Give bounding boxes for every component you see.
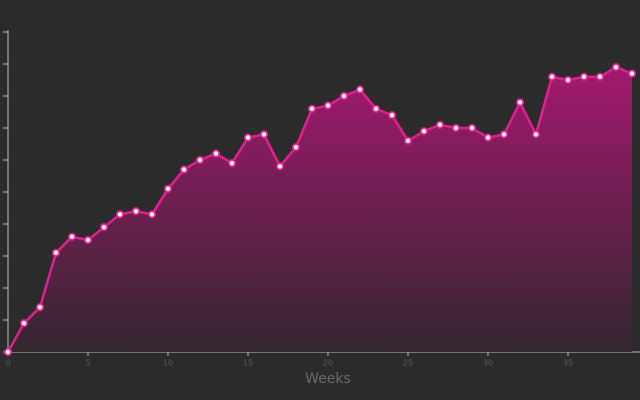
data-point [451,123,461,133]
data-point [211,149,221,158]
data-point [115,210,125,219]
data-point [243,133,253,142]
x-tick-label: 10 [163,359,173,368]
data-point [3,347,13,357]
data-point [419,127,429,136]
data-point [51,248,61,257]
data-point [371,104,381,113]
x-tick-label: 15 [243,359,253,368]
x-tick-label: 5 [85,359,90,368]
x-tick-label: 25 [403,359,413,368]
data-point [435,120,445,129]
x-tick-label: 35 [563,359,573,368]
data-point [275,162,285,171]
data-point [83,235,93,245]
data-point [131,207,141,216]
area-line [6,65,633,353]
data-point [259,130,269,139]
data-point [291,143,301,152]
data-point [579,72,589,81]
data-point [147,210,157,219]
data-point [19,319,29,328]
data-point [483,133,493,142]
data-point [195,155,205,165]
data-point [339,91,349,101]
data-point [35,303,45,312]
x-tick-label: 20 [323,359,333,368]
data-point [547,72,557,81]
data-point [387,111,397,120]
data-point [627,69,637,78]
data-point [595,72,605,81]
data-point [67,232,77,241]
data-point [179,165,189,174]
data-point [531,130,541,139]
data-point [227,159,237,168]
x-tick-label: 30 [483,359,493,368]
data-point [307,104,317,113]
data-point [611,63,621,72]
data-point [163,184,173,193]
data-point [355,85,365,94]
data-point [323,101,333,110]
data-point [99,223,109,232]
data-point [467,123,477,133]
data-point [515,98,525,107]
data-point [499,130,509,139]
area-fill [8,67,632,352]
x-tick-label: 0 [5,359,10,368]
x-axis-label: Weeks [305,371,351,387]
data-point [403,136,413,145]
data-point [563,75,573,85]
